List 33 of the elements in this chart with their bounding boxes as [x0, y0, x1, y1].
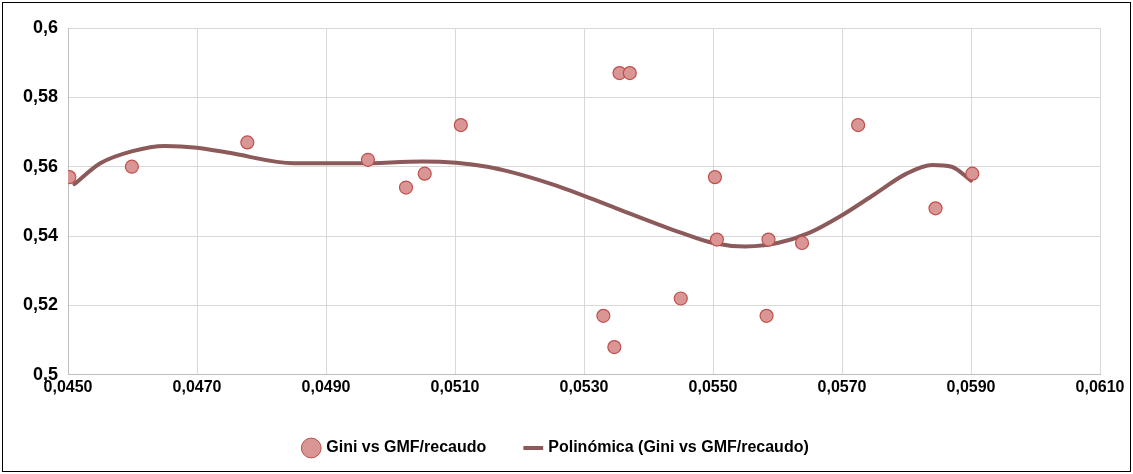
- point: [398, 180, 414, 195]
- y-tick-label: 0,56: [22, 155, 59, 176]
- point: [124, 159, 139, 174]
- x-tick-label: 0,0590: [946, 377, 996, 395]
- point: [673, 291, 688, 306]
- point: [417, 166, 432, 181]
- x-tick-label: 0,0510: [430, 377, 480, 395]
- y-tick-label: 0,6: [33, 16, 59, 37]
- x-tick-label: 0,0610: [1075, 377, 1125, 395]
- y-tick-label: 0,54: [22, 225, 59, 246]
- point: [851, 118, 866, 133]
- point: [240, 135, 255, 150]
- legend-label: Polinómica (Gini vs GMF/recaudo): [548, 438, 809, 456]
- y-tick-label: 0,52: [22, 294, 59, 315]
- y-tick-label: 0,58: [22, 86, 59, 107]
- point: [761, 232, 776, 247]
- point: [453, 118, 468, 133]
- point: [794, 235, 810, 251]
- point: [596, 308, 611, 323]
- point: [622, 65, 637, 81]
- x-tick-label: 0,0550: [688, 377, 738, 395]
- point: [607, 339, 622, 355]
- x-tick-label: 0,0530: [559, 377, 609, 395]
- point: [759, 308, 774, 323]
- legend-label: Gini vs GMF/recaudo: [326, 438, 487, 456]
- x-tick-label: 0,0490: [301, 377, 351, 395]
- point: [965, 166, 980, 181]
- point: [707, 170, 723, 185]
- point: [928, 201, 943, 216]
- x-tick-label: 0,0570: [817, 377, 867, 395]
- x-tick-label: 0,0470: [172, 377, 222, 395]
- point: [360, 152, 376, 167]
- point: [709, 232, 724, 247]
